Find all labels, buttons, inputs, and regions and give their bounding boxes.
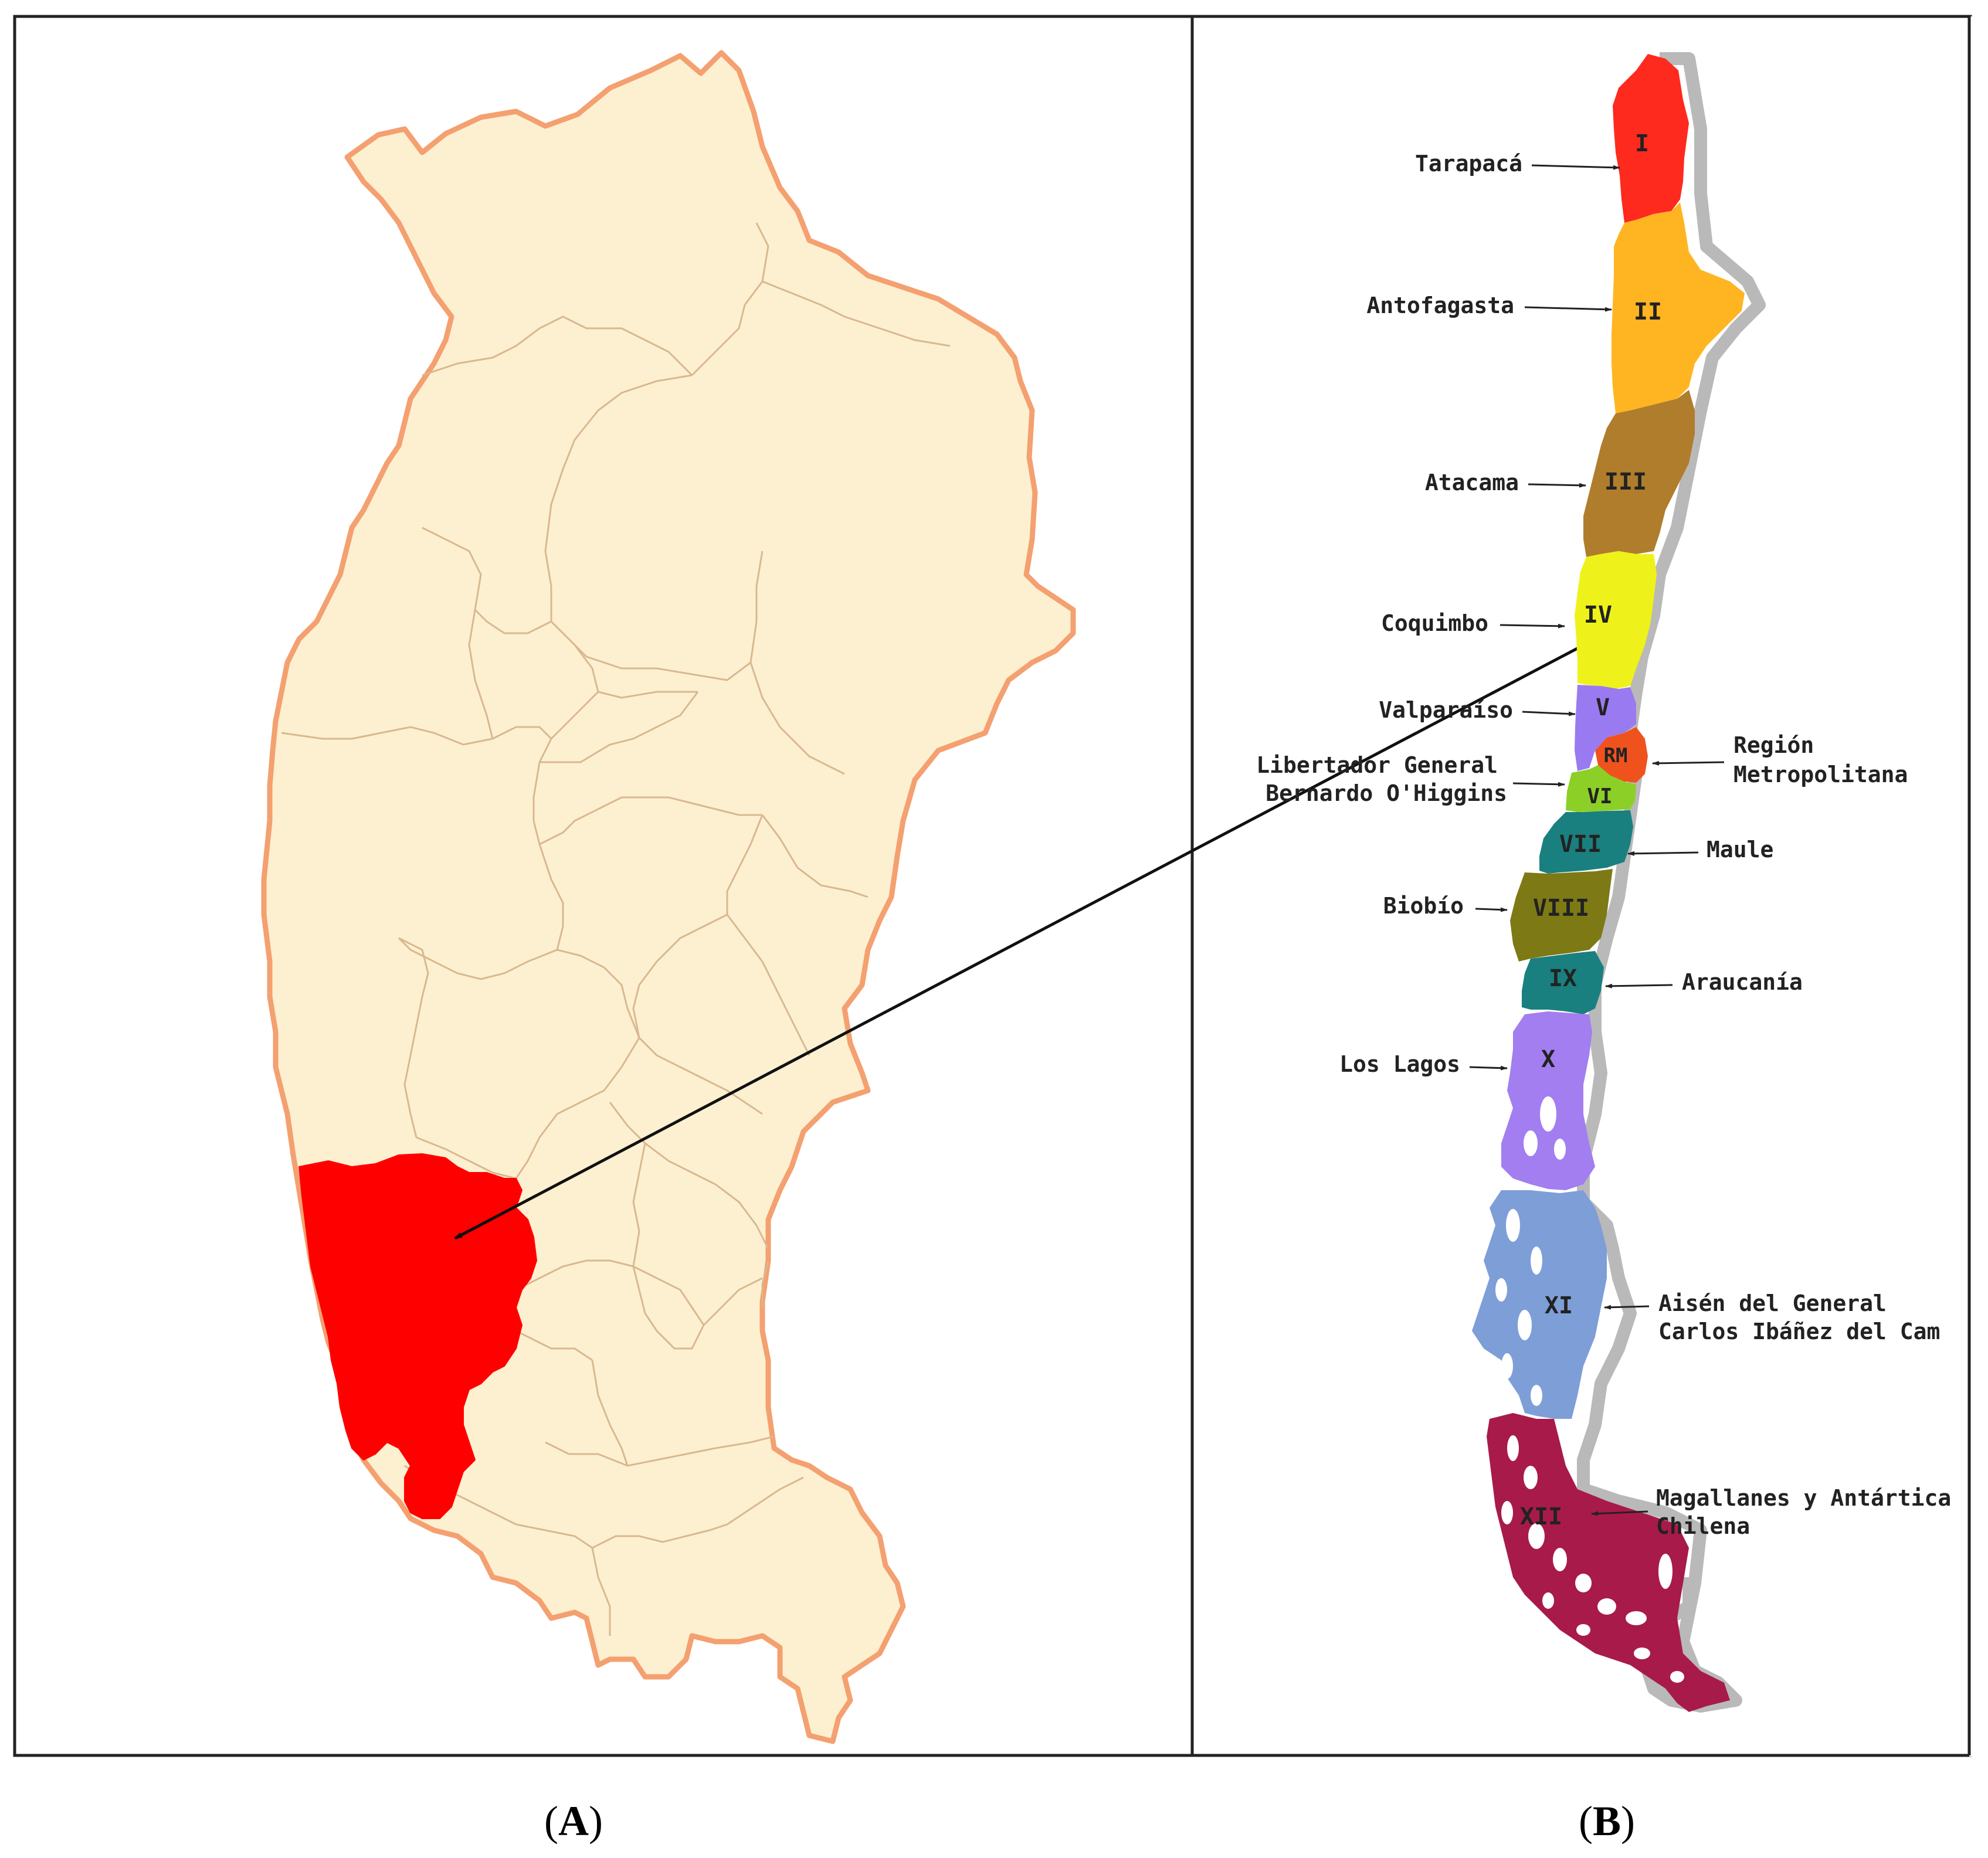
panel-b-chile-map: I II III IV V RM VI VII VIII IX X XI XII… bbox=[1256, 52, 1951, 1713]
region-label-coquimbo: Coquimbo bbox=[1381, 610, 1488, 636]
region-label-aisen-2: Carlos Ibáñez del Cam bbox=[1658, 1319, 1940, 1344]
region-VIII-shape bbox=[1510, 869, 1613, 962]
region-numeral-X: X bbox=[1541, 1046, 1555, 1073]
panel-a-letter: A bbox=[558, 1798, 589, 1845]
region-IX-shape bbox=[1522, 951, 1604, 1014]
panel-a-caption: (A) bbox=[544, 1798, 603, 1845]
region-numeral-V: V bbox=[1596, 694, 1610, 721]
pointer-antofagasta bbox=[1524, 306, 1612, 312]
pointer-ohiggins bbox=[1512, 782, 1565, 787]
panel-a-map bbox=[261, 50, 1596, 1744]
region-label-ohiggins-2: Bernardo O'Higgins bbox=[1266, 780, 1507, 806]
pointer-coquimbo bbox=[1500, 623, 1565, 629]
region-numeral-XII: XII bbox=[1520, 1503, 1562, 1530]
region-numeral-II: II bbox=[1634, 298, 1662, 325]
pointer-magallanes bbox=[1591, 1510, 1648, 1516]
pointer-maule bbox=[1627, 851, 1699, 856]
pointer-valparaiso bbox=[1522, 711, 1576, 716]
region-label-biobio: Biobío bbox=[1383, 893, 1464, 919]
region-numeral-XI: XI bbox=[1545, 1292, 1573, 1319]
region-label-rm-2: Metropolitana bbox=[1733, 762, 1908, 787]
region-II-shape bbox=[1612, 202, 1745, 413]
region-V-shape bbox=[1575, 685, 1636, 771]
panel-b-caption: (B) bbox=[1579, 1798, 1635, 1845]
region-label-atacama: Atacama bbox=[1425, 470, 1519, 495]
region-numeral-VIII: VIII bbox=[1533, 895, 1589, 922]
pointer-los-lagos bbox=[1469, 1065, 1508, 1071]
pointer-rm bbox=[1652, 760, 1725, 766]
fjords bbox=[1495, 1096, 1684, 1683]
pointer-tarapaca bbox=[1531, 164, 1620, 170]
locator-arrow bbox=[454, 637, 1596, 1240]
panel-b-letter: B bbox=[1593, 1798, 1621, 1845]
region-numeral-IX: IX bbox=[1549, 965, 1577, 992]
region-label-los-lagos: Los Lagos bbox=[1339, 1051, 1460, 1077]
region-numeral-I: I bbox=[1635, 130, 1649, 157]
region-numeral-III: III bbox=[1604, 468, 1647, 495]
region-label-rm-1: Región bbox=[1733, 732, 1814, 758]
region-IV-shape bbox=[1575, 551, 1657, 689]
region-label-maule: Maule bbox=[1707, 837, 1773, 862]
region-I-shape bbox=[1613, 54, 1689, 223]
pointer-atacama bbox=[1528, 483, 1586, 488]
region-numeral-IV: IV bbox=[1584, 602, 1612, 629]
region-III-shape bbox=[1583, 390, 1695, 557]
region-RM-shape bbox=[1595, 727, 1648, 783]
region-label-magallanes-1: Magallanes y Antártica bbox=[1656, 1485, 1951, 1511]
region-numeral-VI: VI bbox=[1587, 784, 1612, 809]
region-label-aisen-1: Aisén del General bbox=[1658, 1290, 1887, 1316]
region-numeral-RM: RM bbox=[1604, 744, 1628, 767]
region-XII-shape bbox=[1487, 1413, 1730, 1712]
region-VI-shape bbox=[1566, 765, 1636, 812]
frame-right-edge-mask bbox=[1969, 16, 1988, 1757]
pointer-biobio bbox=[1475, 907, 1508, 912]
region-label-araucania: Araucanía bbox=[1682, 969, 1803, 995]
region-numeral-VII: VII bbox=[1559, 831, 1602, 858]
region-VII-shape bbox=[1539, 810, 1633, 874]
region-label-antofagasta: Antofagasta bbox=[1366, 293, 1514, 318]
highlighted-commune bbox=[298, 1153, 538, 1519]
pointer-araucania bbox=[1605, 983, 1673, 989]
region-label-magallanes-2: Chilena bbox=[1656, 1513, 1750, 1539]
region-label-tarapaca: Tarapacá bbox=[1415, 151, 1522, 176]
region-label-valparaiso: Valparaíso bbox=[1379, 697, 1513, 723]
pointer-aisen bbox=[1604, 1305, 1650, 1310]
region-label-ohiggins-1: Libertador General bbox=[1256, 752, 1498, 778]
